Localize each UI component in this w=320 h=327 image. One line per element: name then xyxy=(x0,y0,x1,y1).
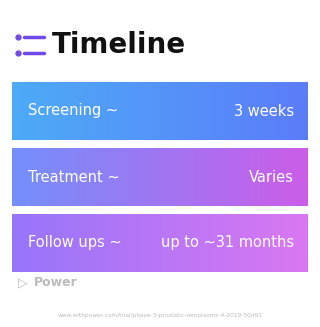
Text: Treatment ~: Treatment ~ xyxy=(28,169,120,184)
Text: Screening ~: Screening ~ xyxy=(28,104,118,118)
Text: Varies: Varies xyxy=(249,169,294,184)
Text: up to ~31 months: up to ~31 months xyxy=(161,235,294,250)
Text: www.withpower.com/trial/phase-3-prostatic-neoplasms-4-2019-50d91: www.withpower.com/trial/phase-3-prostati… xyxy=(58,313,262,318)
Text: Follow ups ~: Follow ups ~ xyxy=(28,235,122,250)
Text: 3 weeks: 3 weeks xyxy=(234,104,294,118)
Text: Timeline: Timeline xyxy=(52,31,186,59)
Text: Power: Power xyxy=(34,277,78,289)
Text: ▷: ▷ xyxy=(18,277,28,289)
